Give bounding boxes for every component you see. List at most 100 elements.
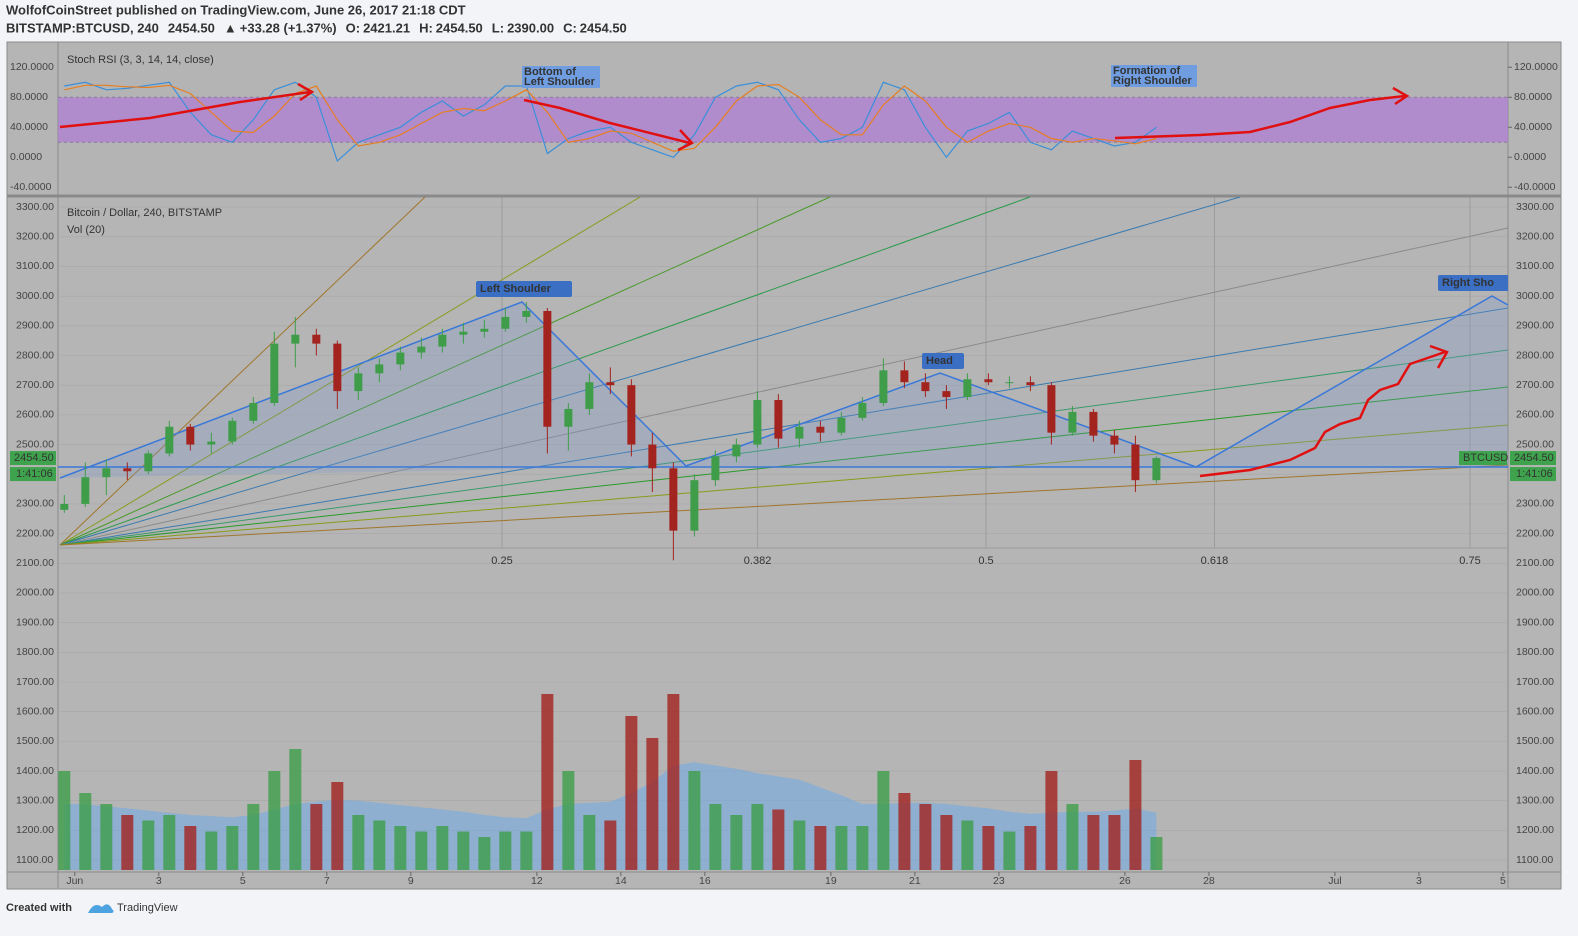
footer-brand: TradingView [117,902,178,914]
y-tick-label: 1800.00 [1516,646,1554,658]
candle-body [543,310,552,427]
y-tick-label: 1900.00 [1516,616,1554,628]
ohlc-value: 2454.50 [436,20,483,35]
candle-body [480,328,489,332]
candle-body [963,379,972,398]
x-tick-label: 5 [240,875,246,887]
candle-body [81,477,90,504]
y-tick-label: 1600.00 [1516,705,1554,717]
x-tick-label: 5 [1500,875,1506,887]
volume-bar [268,771,281,870]
y-tick-label: 2100.00 [1516,557,1554,569]
annotation-text: Left Shoulder [524,76,596,88]
candle-body [795,426,804,439]
arrow-head [1392,86,1410,106]
candle-body [690,480,699,531]
candle-body [396,352,405,365]
y-tick-label: 1800.00 [16,646,54,658]
candle-body [942,391,951,398]
volume-bar [793,820,806,870]
symbol: BITSTAMP:BTCUSD, 240 [6,20,159,35]
candle-body [354,373,363,392]
y-tick-label: 1400.00 [16,765,54,777]
x-tick-label: 12 [531,875,543,887]
y-tick-label: 3000.00 [16,290,54,302]
volume-bar [205,831,218,870]
fan-line [59,349,1508,546]
plot: Left Shoulder Head Right Sho [58,196,1508,870]
y-tick-label: 3300.00 [16,201,54,213]
volume-bar [730,815,743,870]
volume-bar [562,771,575,870]
fan-line [59,227,1508,546]
y-tick-label: 80.0000 [1514,91,1552,103]
y-tick-label: 1100.00 [16,854,53,866]
candle-body [375,364,384,374]
x-tick-label: 3 [156,875,162,887]
arrow-head [297,82,315,102]
y-tick-label: 2700.00 [1516,379,1554,391]
candle-body [60,503,69,510]
volume-bar [982,826,995,870]
candle-body [291,334,300,344]
volume-bar [331,782,344,870]
annotation-box [1438,275,1508,291]
candle-body [1047,385,1056,433]
price-badge [10,451,56,466]
candle-body [732,444,741,457]
volume-bar [1024,826,1037,870]
volume-bar [667,694,680,870]
candle-body [627,385,636,445]
ohlc-value: 2390.00 [507,20,554,35]
pane-title: Vol (20) [67,224,105,236]
price-badge-text: 2454.50 [1514,452,1554,464]
candle-body [249,402,258,421]
volume-bar [541,694,554,870]
ohlc-label: L: [492,20,504,35]
countdown-text: 1:41:06 [16,468,53,480]
volume-bar [184,826,197,870]
x-tick-label: 3 [1416,875,1422,887]
ohlc-value: 2454.50 [580,20,627,35]
volume-bar [499,831,512,870]
fan-line [59,307,1508,546]
volume-bar [121,815,134,870]
candle-body [417,346,426,353]
last: 2454.50 [168,20,215,35]
y-tick-label: 3100.00 [16,260,54,272]
volume-bar [688,771,701,870]
fan-line [59,196,426,546]
volume-bar [772,809,785,870]
candle-body [102,468,111,478]
y-tick-label: 2700.00 [16,379,54,391]
candle-body [1005,382,1014,384]
y-tick-label: 2000.00 [1516,587,1554,599]
volume-bar [100,804,113,870]
volume-bar [604,820,617,870]
annotation-box [922,353,964,369]
candle-body [711,456,720,481]
volume-bar [163,815,176,870]
fan-line [59,196,831,546]
volume-bar [1108,815,1121,870]
x-tick-label: 21 [909,875,921,887]
volume-bar [751,804,764,870]
candle-body [1026,382,1035,386]
volume-bar [1129,760,1142,870]
volume-bar [58,771,71,870]
y-tick-label: 2600.00 [1516,409,1554,421]
x-tick-label: 23 [993,875,1005,887]
y-tick-label: 2300.00 [16,498,54,510]
annotation-text: Bottom of [524,66,576,78]
candle-body [1152,458,1161,481]
volume-bar [709,804,722,870]
annotation-text: Right Shoulder [1113,75,1193,87]
volume-bar [583,815,596,870]
annotation-text: Left Shoulder [480,283,552,295]
volume-bar [478,837,491,870]
y-tick-label: 1900.00 [16,616,54,628]
y-tick-label: 2100.00 [16,557,54,569]
published: published on TradingView.com, June 26, 2… [116,2,466,17]
fan-line [59,424,1508,546]
